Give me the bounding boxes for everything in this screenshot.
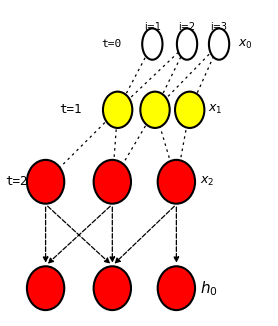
- Text: i=3: i=3: [210, 22, 228, 32]
- Ellipse shape: [27, 266, 64, 310]
- Text: $x_{1}$: $x_{1}$: [208, 103, 223, 116]
- Ellipse shape: [175, 92, 204, 128]
- Ellipse shape: [209, 28, 229, 60]
- Text: $x_{2}$: $x_{2}$: [200, 175, 215, 188]
- Text: t=2: t=2: [6, 175, 28, 188]
- Ellipse shape: [94, 266, 131, 310]
- Text: $x_{0}$: $x_{0}$: [238, 37, 252, 51]
- Text: i=2: i=2: [178, 22, 196, 32]
- Ellipse shape: [158, 266, 195, 310]
- Ellipse shape: [140, 92, 170, 128]
- Ellipse shape: [103, 92, 132, 128]
- Ellipse shape: [94, 160, 131, 204]
- Ellipse shape: [142, 28, 162, 60]
- Ellipse shape: [27, 160, 64, 204]
- Text: $h_{0}$: $h_{0}$: [200, 279, 218, 298]
- Ellipse shape: [177, 28, 197, 60]
- Text: i=1: i=1: [144, 22, 161, 32]
- Text: t=1: t=1: [59, 103, 81, 116]
- Ellipse shape: [158, 160, 195, 204]
- Text: t=0: t=0: [102, 39, 122, 49]
